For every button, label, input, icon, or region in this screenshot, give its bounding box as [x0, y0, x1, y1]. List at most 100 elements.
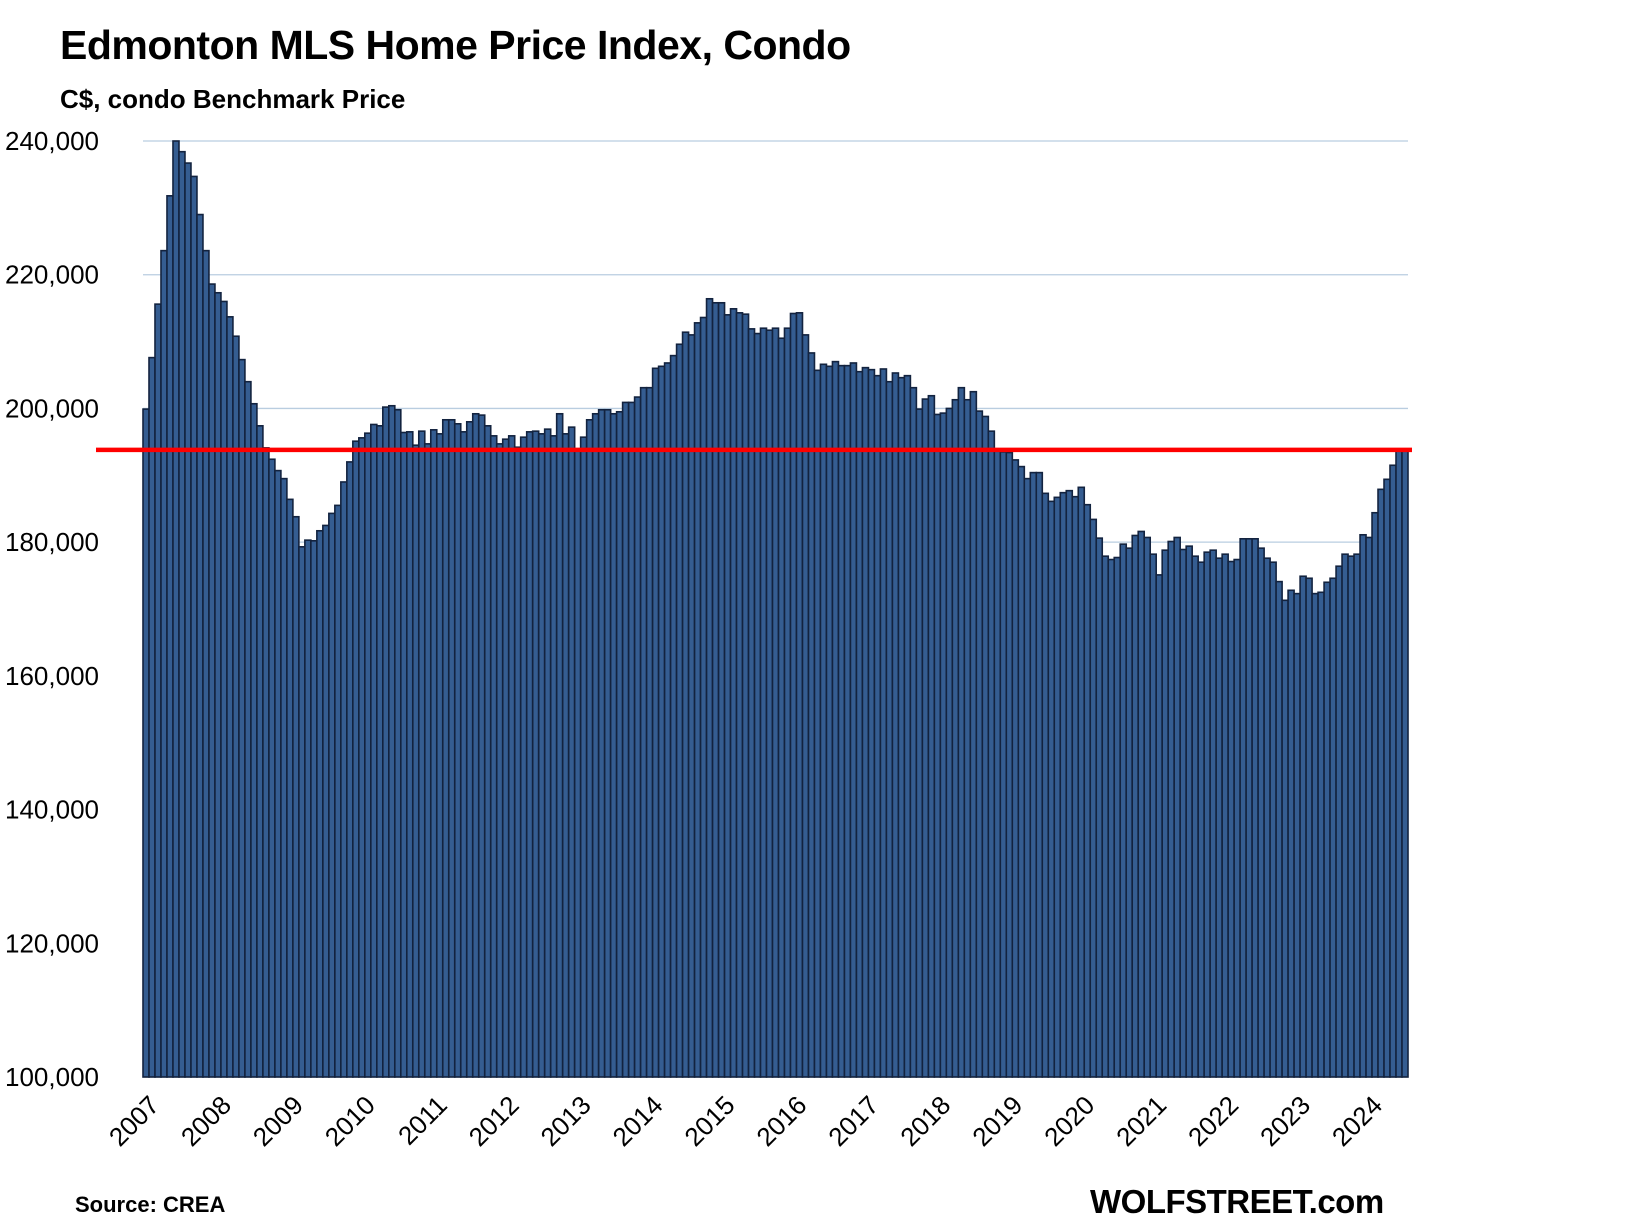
bar — [459, 431, 468, 1078]
y-tick-label: 140,000 — [5, 795, 99, 825]
bar — [1107, 558, 1116, 1078]
bar — [507, 435, 516, 1078]
bar — [423, 443, 432, 1078]
bar — [1353, 553, 1361, 1078]
bar — [226, 316, 234, 1078]
bar — [1359, 533, 1367, 1078]
bar — [771, 327, 780, 1078]
bar — [1377, 488, 1385, 1078]
bar — [1263, 557, 1271, 1078]
bar — [909, 386, 918, 1078]
bar — [471, 412, 480, 1078]
bar — [334, 504, 342, 1078]
bar — [681, 331, 690, 1078]
bar — [382, 406, 390, 1078]
bar — [603, 408, 612, 1078]
bar — [837, 364, 846, 1078]
bar — [154, 303, 162, 1078]
y-tick-label: 120,000 — [5, 928, 99, 958]
bar — [1293, 592, 1301, 1078]
bar — [352, 440, 360, 1078]
bar — [1371, 511, 1379, 1078]
bar — [184, 162, 192, 1078]
bar — [166, 195, 174, 1078]
bar — [567, 426, 576, 1078]
bar — [1203, 551, 1211, 1078]
bar — [1029, 471, 1038, 1078]
bar — [627, 401, 636, 1078]
bar — [711, 301, 720, 1078]
bar — [657, 365, 666, 1078]
bar — [489, 435, 498, 1078]
bar — [921, 398, 930, 1078]
bar — [405, 431, 414, 1078]
bar — [915, 408, 924, 1078]
bar — [903, 374, 912, 1078]
bar — [208, 283, 216, 1078]
bar — [999, 451, 1008, 1078]
bar — [304, 539, 312, 1078]
x-tick-label: 2013 — [535, 1090, 597, 1152]
y-tick-label: 220,000 — [5, 260, 99, 290]
bar — [322, 524, 330, 1078]
bar — [1323, 581, 1331, 1078]
bar — [609, 412, 618, 1078]
bar — [280, 477, 288, 1078]
bar — [867, 368, 876, 1078]
bar — [316, 529, 324, 1078]
bar — [1065, 489, 1074, 1078]
bar — [310, 540, 318, 1078]
bar — [148, 356, 156, 1078]
bar — [687, 334, 696, 1078]
bar — [927, 394, 936, 1078]
bar — [1053, 496, 1062, 1078]
bar — [801, 334, 810, 1078]
bar — [1155, 574, 1163, 1078]
bar — [453, 423, 462, 1078]
bar — [669, 354, 678, 1078]
x-tick-label: 2023 — [1254, 1090, 1316, 1152]
bar — [1119, 543, 1128, 1078]
bar — [1209, 549, 1217, 1078]
bar — [172, 140, 180, 1078]
bar — [513, 446, 522, 1078]
bar — [573, 449, 582, 1078]
bar — [495, 443, 504, 1078]
bar — [1383, 478, 1391, 1078]
brand-watermark: WOLFSTREET.com — [1090, 1183, 1384, 1220]
bar — [1347, 555, 1355, 1078]
bar — [1005, 451, 1014, 1078]
x-tick-label: 2016 — [750, 1090, 812, 1152]
bar — [1023, 477, 1032, 1078]
bar — [346, 461, 354, 1078]
bar — [1197, 561, 1205, 1078]
bar — [196, 213, 204, 1078]
bar — [429, 429, 438, 1078]
bar — [1077, 486, 1086, 1078]
bar — [1167, 540, 1175, 1078]
bar — [1125, 547, 1134, 1078]
bar — [1227, 560, 1235, 1078]
bar — [645, 386, 654, 1078]
bar — [597, 408, 606, 1078]
y-tick-label: 180,000 — [5, 527, 99, 557]
x-tick-label: 2007 — [103, 1090, 165, 1152]
bar — [753, 332, 762, 1078]
bar — [1287, 589, 1295, 1078]
bar — [705, 297, 714, 1078]
bar — [879, 368, 888, 1078]
bar — [238, 358, 246, 1078]
bar — [1185, 545, 1193, 1078]
chart-subtitle: C$, condo Benchmark Price — [60, 84, 406, 114]
bar — [639, 386, 648, 1078]
bar — [789, 312, 798, 1078]
bar — [993, 450, 1002, 1078]
y-tick-label: 100,000 — [5, 1062, 99, 1092]
bar — [531, 430, 540, 1078]
bar — [286, 498, 294, 1078]
bar — [262, 447, 270, 1078]
bar — [1191, 555, 1199, 1078]
bar — [1161, 549, 1169, 1078]
bar — [1011, 459, 1020, 1078]
bar — [1095, 537, 1104, 1078]
